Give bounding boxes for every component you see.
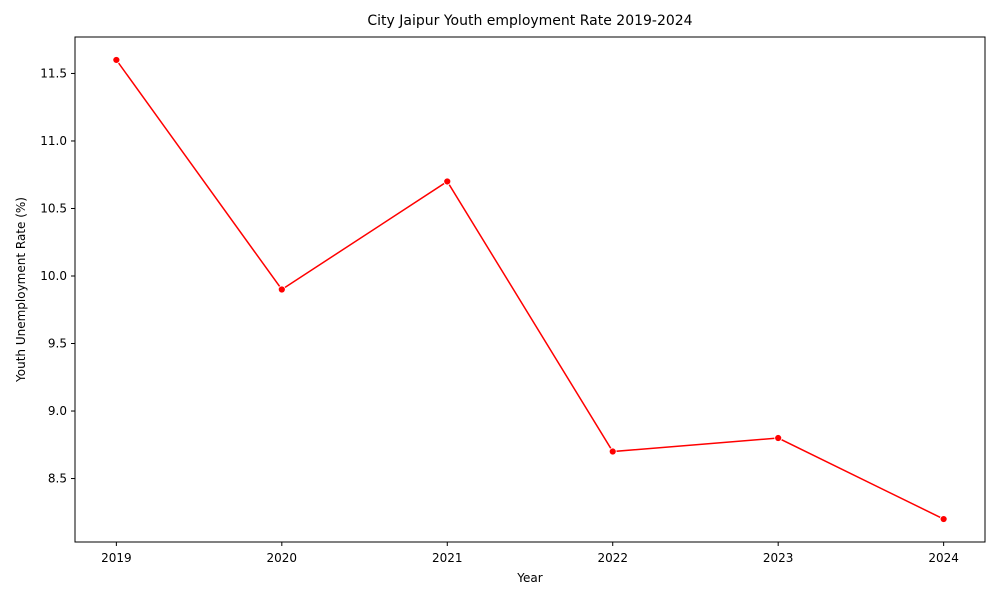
- y-tick-label: 9.5: [48, 337, 67, 351]
- x-tick-label: 2022: [597, 551, 628, 565]
- data-point-2019: [112, 56, 121, 64]
- data-point-2022: [608, 447, 617, 456]
- y-axis-ticks: 8.5 9.0 9.5 10.0 10.5 11.0 11.5: [40, 66, 75, 486]
- y-tick-label: 8.5: [48, 472, 67, 486]
- x-tick-label: 2021: [432, 551, 463, 565]
- series-line: [115, 59, 944, 520]
- series-points: [112, 56, 948, 523]
- x-tick-label: 2024: [928, 551, 959, 565]
- x-axis-ticks: 2019 2020 2021 2022 2023 2024: [101, 542, 959, 565]
- data-point-2024: [939, 515, 948, 523]
- y-axis-label: Youth Unemployment Rate (%): [14, 197, 28, 383]
- x-tick-label: 2023: [763, 551, 794, 565]
- data-point-2020: [277, 285, 286, 294]
- chart-title: City Jaipur Youth employment Rate 2019-2…: [367, 13, 692, 29]
- data-point-2023: [774, 434, 783, 442]
- x-tick-label: 2019: [101, 551, 132, 565]
- y-tick-label: 9.0: [48, 404, 67, 418]
- data-point-2021: [443, 177, 452, 186]
- plot-area: [74, 36, 986, 543]
- x-tick-label: 2020: [267, 551, 298, 565]
- y-tick-label: 11.0: [40, 134, 67, 148]
- y-tick-label: 11.5: [40, 66, 67, 80]
- x-axis-label: Year: [516, 571, 542, 585]
- y-tick-label: 10.0: [40, 269, 67, 283]
- y-tick-label: 10.5: [40, 201, 67, 215]
